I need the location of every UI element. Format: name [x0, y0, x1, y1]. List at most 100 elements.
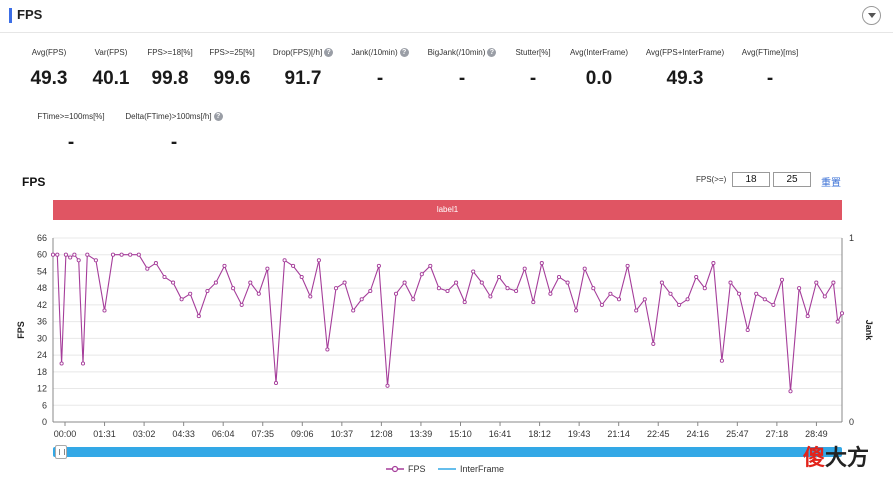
fps-data-point — [80, 361, 86, 366]
metric-label: Stutter[%] — [473, 47, 593, 58]
threshold-label: FPS(>=) — [696, 175, 727, 184]
x-tick-label: 15:10 — [449, 429, 472, 439]
fps-data-point — [462, 300, 467, 305]
fps-data-point — [831, 280, 836, 285]
threshold-input-2[interactable]: 25 — [773, 172, 811, 187]
y-tick-label: 0 — [42, 417, 47, 427]
fps-data-point — [428, 263, 433, 268]
metric-card: Drop(FPS)[/h]? 91.7 — [243, 47, 363, 90]
metric-card: Var(FPS) 40.1 — [51, 47, 171, 90]
fps-data-point — [591, 286, 596, 291]
metric-label-text: Avg(FPS+InterFrame) — [645, 48, 725, 57]
fps-data-point — [702, 286, 707, 291]
x-tick-label: 16:41 — [489, 429, 512, 439]
fps-data-point — [110, 252, 116, 257]
x-tick-label: 00:00 — [54, 429, 77, 439]
fps-data-point — [342, 280, 347, 285]
metric-label: Jank(/10min)? — [320, 47, 440, 58]
reset-button[interactable]: 重置 — [821, 178, 841, 189]
help-icon[interactable]: ? — [324, 48, 334, 57]
metric-value: - — [458, 68, 466, 89]
fps-data-point — [805, 314, 810, 319]
metric-card: Delta(FTime)>100ms[/h]? - — [114, 111, 234, 154]
fps-data-point — [188, 291, 193, 296]
chart-title: FPS — [22, 175, 46, 189]
metric-value: - — [170, 132, 178, 153]
fps-data-point — [299, 274, 304, 280]
metric-card: Avg(FTime)[ms] - — [710, 47, 830, 90]
fps-data-point — [814, 280, 819, 285]
fps-data-point — [634, 308, 639, 313]
x-tick-label: 03:02 — [133, 429, 156, 439]
fps-data-point — [822, 294, 827, 299]
legend-item-interframe[interactable]: InterFrame — [438, 464, 504, 474]
fps-data-point — [376, 263, 381, 268]
zoom-slider-track[interactable] — [53, 447, 842, 457]
x-tick-label: 10:37 — [331, 429, 354, 439]
help-icon[interactable]: ? — [487, 48, 497, 57]
fps-data-point — [668, 291, 673, 296]
metric-value: - — [766, 68, 774, 89]
fps-chart[interactable]: 0 6 12 18 24 30 36 42 48 54 60 66 0 1 00:00 01:31 03:02 0… — [0, 228, 893, 443]
metric-label-text: BigJank(/10min) — [427, 48, 486, 57]
fps-data-point — [68, 255, 73, 260]
metric-card: Avg(FPS) 49.3 — [0, 47, 109, 90]
metric-label: FPS>=25[%] — [172, 47, 292, 58]
chevron-down-icon[interactable] — [862, 6, 881, 25]
fps-data-point — [745, 327, 750, 333]
metric-label: Avg(InterFrame) — [539, 47, 659, 58]
metric-label: Avg(FPS) — [0, 47, 109, 58]
metric-value: 91.7 — [284, 68, 322, 89]
fps-data-point — [436, 286, 441, 291]
section-header: FPS — [0, 0, 893, 33]
fps-data-point — [171, 280, 176, 285]
metric-card: FTime>=100ms[%] - — [11, 111, 131, 154]
fps-data-point — [179, 297, 184, 302]
metric-value: - — [67, 132, 75, 153]
fps-data-point — [145, 266, 150, 271]
fps-data-point — [659, 280, 664, 285]
metric-label-text: Stutter[%] — [515, 48, 551, 57]
fps-data-point — [531, 300, 536, 305]
metric-card: Avg(FPS+InterFrame) 49.3 — [625, 47, 745, 90]
metric-label-text: Jank(/10min) — [351, 48, 398, 57]
fps-data-point — [265, 266, 270, 271]
y-tick-label: 66 — [37, 233, 47, 243]
legend-label-fps: FPS — [408, 464, 426, 474]
fps-data-point — [55, 252, 60, 257]
metric-label-text: Avg(FTime)[ms] — [741, 48, 799, 57]
label-band[interactable]: label1 — [53, 200, 842, 220]
fps-data-point — [248, 280, 253, 285]
fps-data-point — [719, 358, 724, 363]
fps-data-point — [445, 288, 450, 294]
x-tick-label: 13:39 — [410, 429, 433, 439]
y-tick-label: 12 — [37, 384, 47, 394]
x-tick-label: 22:45 — [647, 429, 670, 439]
metric-value: 99.6 — [213, 68, 251, 89]
x-tick-label: 28:49 — [805, 429, 828, 439]
fps-legend-icon — [386, 465, 404, 473]
fps-data-point — [471, 269, 476, 274]
fps-data-point — [479, 280, 484, 285]
fps-data-point — [136, 252, 141, 257]
metric-label-text: FPS>=25[%] — [209, 48, 255, 57]
x-tick-label: 09:06 — [291, 429, 314, 439]
fps-data-point — [368, 288, 373, 294]
help-icon[interactable]: ? — [213, 112, 223, 121]
fps-data-point — [616, 297, 622, 302]
threshold-input-1[interactable]: 18 — [732, 172, 770, 187]
fps-data-point — [256, 291, 261, 296]
fps-data-point — [835, 319, 840, 324]
fps-data-point — [642, 297, 647, 302]
metric-card: FPS>=25[%] 99.6 — [172, 47, 292, 90]
help-icon[interactable]: ? — [399, 48, 409, 57]
fps-data-point — [385, 383, 390, 388]
legend-item-fps[interactable]: FPS — [386, 464, 426, 474]
fps-data-point — [565, 280, 570, 285]
fps-data-point — [316, 258, 321, 263]
metric-value: - — [529, 68, 537, 89]
fps-data-point — [488, 294, 493, 299]
zoom-slider-handle[interactable] — [55, 445, 67, 459]
x-tick-label: 12:08 — [370, 429, 393, 439]
fps-data-point — [574, 308, 579, 313]
